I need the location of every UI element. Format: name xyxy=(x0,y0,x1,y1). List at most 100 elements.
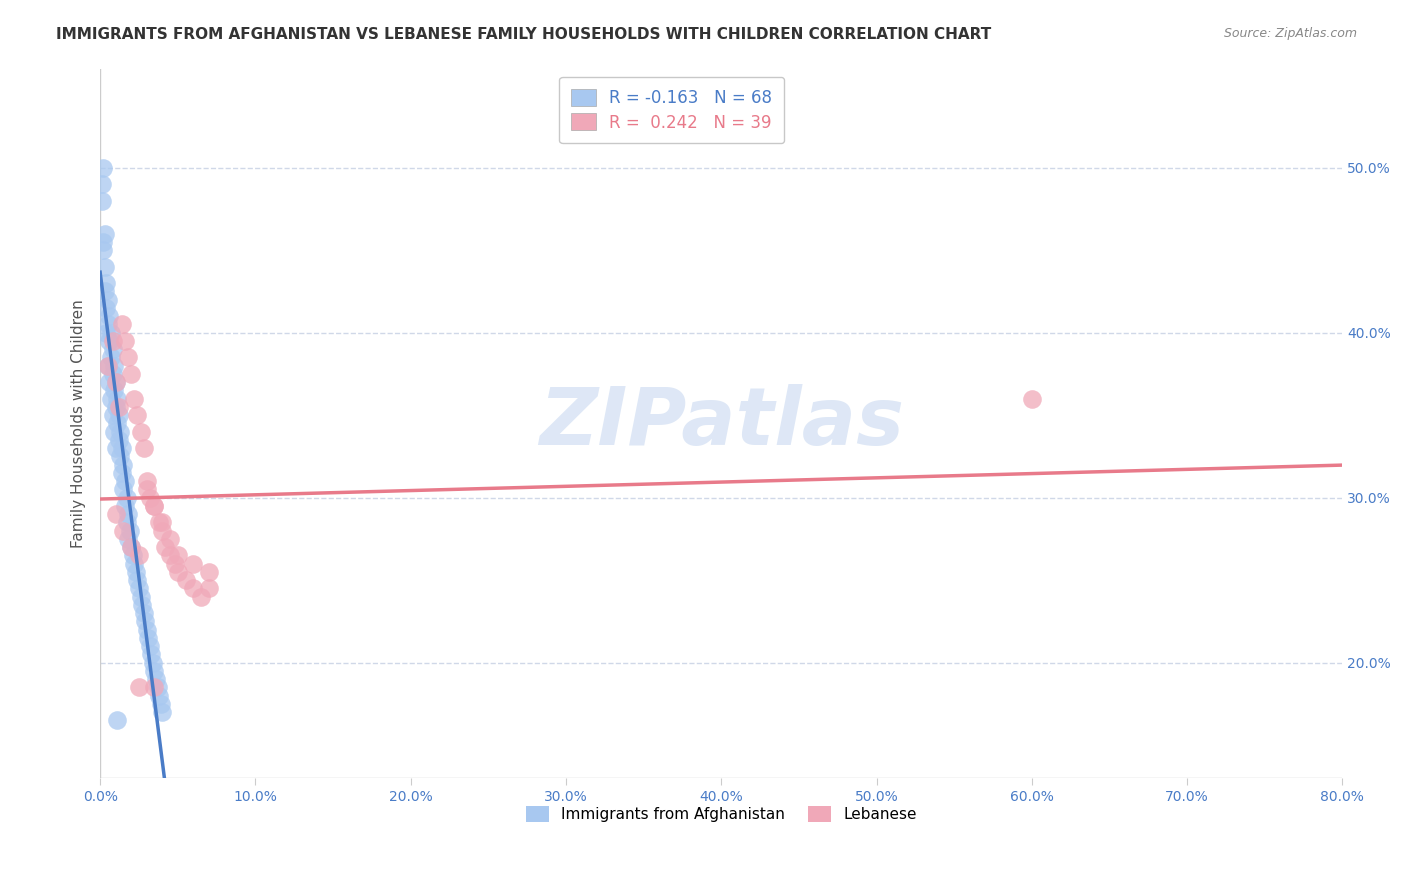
Point xyxy=(1021,392,1043,406)
Point xyxy=(100,351,122,365)
Point xyxy=(118,524,141,538)
Point xyxy=(128,549,150,563)
Point xyxy=(198,582,221,596)
Point xyxy=(97,359,120,373)
Point xyxy=(129,590,152,604)
Point xyxy=(145,672,167,686)
Point xyxy=(112,483,135,497)
Point xyxy=(124,392,146,406)
Point xyxy=(150,524,173,538)
Point xyxy=(103,425,125,439)
Point xyxy=(117,351,139,365)
Point xyxy=(134,615,156,629)
Point xyxy=(103,384,125,398)
Point xyxy=(112,458,135,472)
Point xyxy=(110,450,132,464)
Point xyxy=(146,681,169,695)
Point xyxy=(141,648,163,662)
Point xyxy=(94,285,117,299)
Point xyxy=(143,499,166,513)
Point xyxy=(98,309,121,323)
Point xyxy=(91,243,114,257)
Point xyxy=(135,483,157,497)
Point xyxy=(150,705,173,719)
Point xyxy=(107,400,129,414)
Point xyxy=(139,491,162,505)
Point xyxy=(96,276,118,290)
Point xyxy=(159,532,181,546)
Point xyxy=(105,714,128,728)
Point xyxy=(104,375,127,389)
Point xyxy=(166,549,188,563)
Point xyxy=(150,516,173,530)
Point xyxy=(114,499,136,513)
Point xyxy=(198,565,221,579)
Point xyxy=(104,375,127,389)
Point xyxy=(115,491,138,505)
Point xyxy=(100,392,122,406)
Point xyxy=(91,235,114,249)
Point xyxy=(120,540,142,554)
Point xyxy=(181,557,204,571)
Point xyxy=(114,334,136,348)
Point xyxy=(91,161,114,175)
Point xyxy=(101,367,124,381)
Point xyxy=(111,441,134,455)
Point xyxy=(104,400,127,414)
Text: ZIPatlas: ZIPatlas xyxy=(538,384,904,462)
Point xyxy=(121,549,143,563)
Point xyxy=(136,631,159,645)
Point xyxy=(125,565,148,579)
Point xyxy=(98,334,121,348)
Point xyxy=(120,540,142,554)
Point xyxy=(101,408,124,422)
Point xyxy=(104,441,127,455)
Point xyxy=(115,516,138,530)
Point xyxy=(135,474,157,488)
Point xyxy=(114,474,136,488)
Text: IMMIGRANTS FROM AFGHANISTAN VS LEBANESE FAMILY HOUSEHOLDS WITH CHILDREN CORRELAT: IMMIGRANTS FROM AFGHANISTAN VS LEBANESE … xyxy=(56,27,991,42)
Point xyxy=(97,359,120,373)
Point xyxy=(143,681,166,695)
Point xyxy=(181,582,204,596)
Point xyxy=(128,681,150,695)
Point xyxy=(166,565,188,579)
Point xyxy=(103,359,125,373)
Y-axis label: Family Households with Children: Family Households with Children xyxy=(72,299,86,548)
Point xyxy=(117,507,139,521)
Legend: Immigrants from Afghanistan, Lebanese: Immigrants from Afghanistan, Lebanese xyxy=(513,794,929,834)
Point xyxy=(124,557,146,571)
Point xyxy=(94,260,117,274)
Point xyxy=(163,557,186,571)
Point xyxy=(149,697,172,711)
Point xyxy=(104,507,127,521)
Point xyxy=(190,590,212,604)
Point xyxy=(105,417,128,431)
Point xyxy=(90,177,112,191)
Point xyxy=(128,582,150,596)
Point xyxy=(90,194,112,208)
Point xyxy=(131,598,153,612)
Point xyxy=(111,318,134,332)
Point xyxy=(143,499,166,513)
Point xyxy=(96,326,118,340)
Point xyxy=(132,606,155,620)
Point xyxy=(94,227,117,241)
Point xyxy=(127,573,149,587)
Point xyxy=(100,326,122,340)
Point xyxy=(117,532,139,546)
Point xyxy=(112,524,135,538)
Point xyxy=(139,639,162,653)
Point xyxy=(143,664,166,678)
Point xyxy=(135,623,157,637)
Point xyxy=(159,549,181,563)
Point xyxy=(127,408,149,422)
Point xyxy=(120,367,142,381)
Text: Source: ZipAtlas.com: Source: ZipAtlas.com xyxy=(1223,27,1357,40)
Point xyxy=(107,433,129,447)
Point xyxy=(148,689,170,703)
Point xyxy=(97,318,120,332)
Point xyxy=(110,425,132,439)
Point xyxy=(97,293,120,307)
Point xyxy=(132,441,155,455)
